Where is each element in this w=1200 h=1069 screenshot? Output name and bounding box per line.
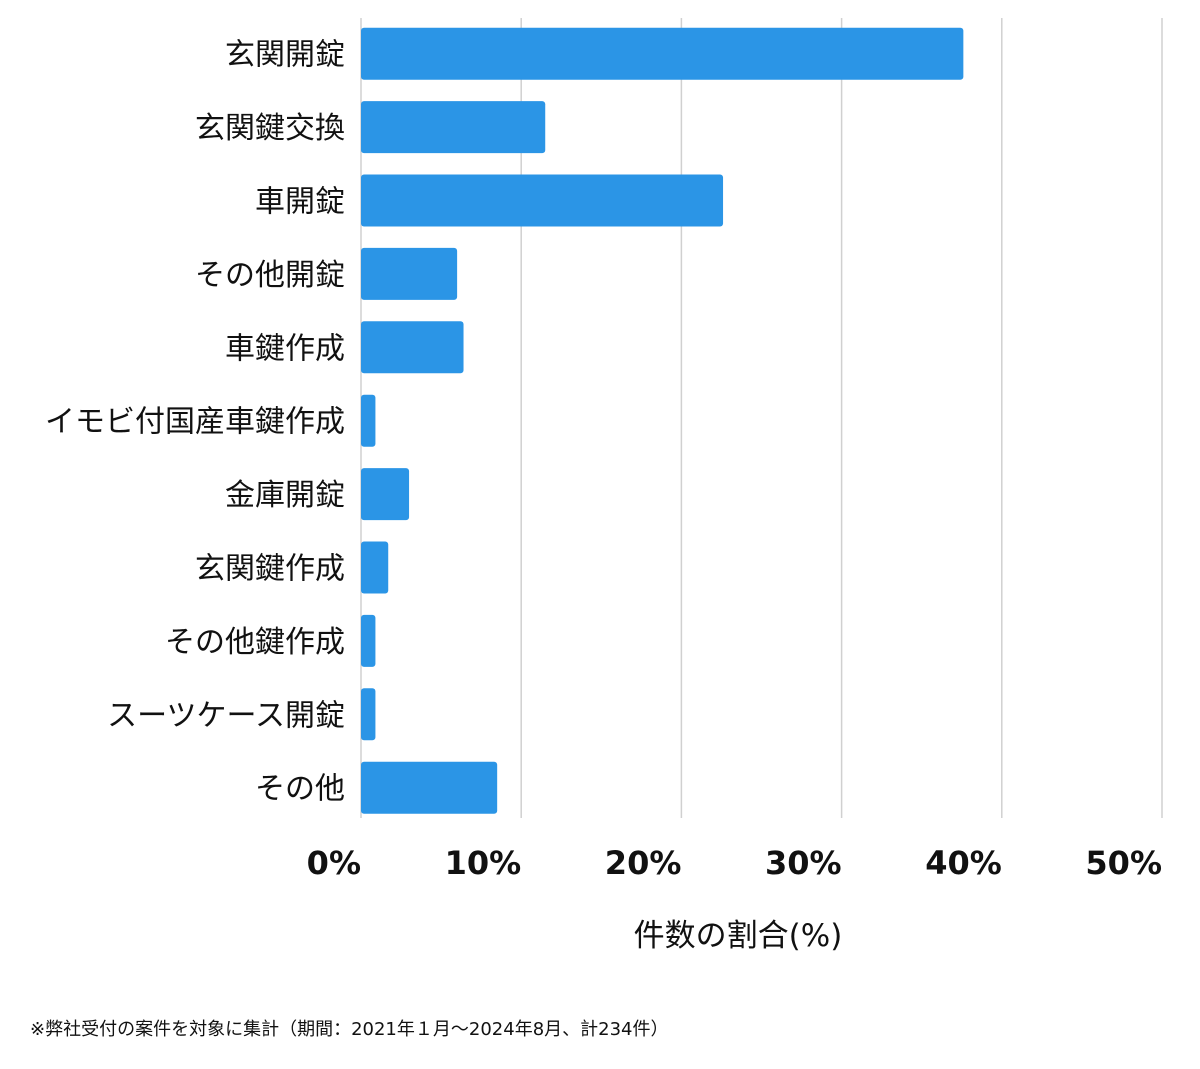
- bar: [361, 688, 376, 741]
- category-label: その他: [255, 772, 345, 807]
- category-labels: 玄関開錠玄関鍵交換車開錠その他開錠車鍵作成イモビ付国産車鍵作成金庫開錠玄関鍵作成…: [45, 38, 345, 807]
- bar: [361, 321, 464, 374]
- category-label: 車鍵作成: [225, 331, 345, 366]
- bar: [361, 174, 724, 227]
- x-tick-label: 0%: [307, 844, 361, 882]
- bar: [361, 101, 546, 154]
- category-label: 玄関鍵作成: [195, 552, 345, 587]
- category-label: イモビ付国産車鍵作成: [45, 405, 345, 440]
- bar: [361, 761, 498, 814]
- bar: [361, 541, 389, 594]
- bars: [361, 27, 964, 814]
- x-tick-label: 50%: [1085, 844, 1162, 882]
- x-tick-labels: 0% 10% 20% 30% 40% 50%: [307, 844, 1162, 882]
- category-label: 車開錠: [255, 185, 345, 220]
- bar: [361, 614, 376, 667]
- x-tick-label: 40%: [925, 844, 1002, 882]
- x-axis-title: 件数の割合(%): [634, 918, 843, 954]
- category-label: 玄関開錠: [225, 38, 345, 73]
- bar: [361, 27, 964, 80]
- bar: [361, 394, 376, 447]
- bar-chart: 玄関開錠玄関鍵交換車開錠その他開錠車鍵作成イモビ付国産車鍵作成金庫開錠玄関鍵作成…: [45, 18, 1163, 954]
- x-tick-label: 10%: [445, 844, 522, 882]
- category-label: 金庫開錠: [225, 478, 345, 513]
- x-tick-label: 30%: [765, 844, 842, 882]
- category-label: その他鍵作成: [165, 625, 345, 660]
- x-tick-label: 20%: [605, 844, 682, 882]
- footnote: ※弊社受付の案件を対象に集計（期間：2021年１月〜2024年8月、計234件）: [30, 1019, 669, 1040]
- category-label: スーツケース開錠: [107, 698, 345, 733]
- category-label: 玄関鍵交換: [195, 111, 345, 146]
- category-label: その他開錠: [195, 258, 345, 293]
- bar: [361, 468, 410, 521]
- bar: [361, 247, 458, 300]
